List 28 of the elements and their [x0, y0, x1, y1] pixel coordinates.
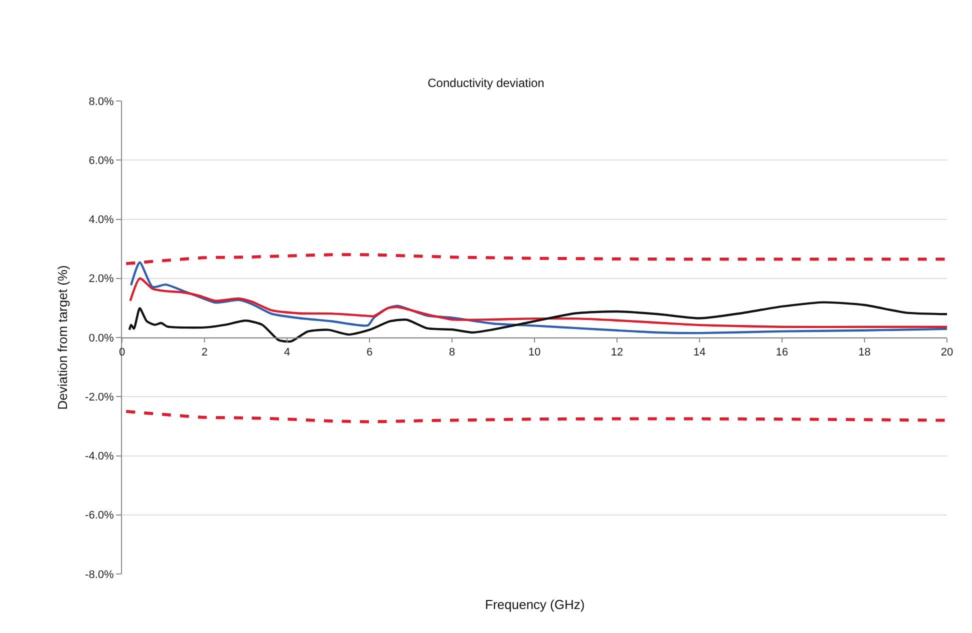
- y-axis-title: Deviation from target (%): [55, 265, 70, 410]
- x-tick-label: 20: [940, 346, 954, 359]
- x-tick-label: 0: [118, 346, 126, 359]
- y-tick-label: 4.0%: [88, 214, 114, 226]
- line-series: [129, 277, 947, 328]
- y-tick-label: 6.0%: [88, 154, 114, 167]
- y-tick-label: 2.0%: [88, 273, 114, 286]
- x-tick-label: 14: [693, 346, 706, 359]
- y-tick-label: -6.0%: [85, 510, 114, 522]
- line-series: [124, 410, 947, 424]
- x-tick-label: 2: [201, 346, 208, 359]
- x-tick-label: 12: [610, 346, 624, 359]
- chart-title: Conductivity deviation: [428, 76, 544, 90]
- y-tick-label: -2.0%: [85, 391, 114, 404]
- x-tick-label: 4: [284, 346, 290, 359]
- y-tick-label: -8.0%: [85, 568, 114, 581]
- x-tick-label: 6: [366, 346, 373, 359]
- x-tick-label: 8: [448, 346, 456, 359]
- x-tick-label: 18: [858, 346, 871, 359]
- x-axis-title: Frequency (GHz): [485, 597, 585, 612]
- line-series: [124, 253, 947, 266]
- y-tick-label: 8.0%: [88, 96, 114, 108]
- y-tick-label: 0.0%: [88, 332, 114, 344]
- x-tick-label: 16: [776, 346, 788, 359]
- line-series: [130, 261, 947, 334]
- y-tick-label: -4.0%: [85, 450, 114, 463]
- line-series: [128, 301, 947, 342]
- x-tick-label: 10: [528, 346, 541, 359]
